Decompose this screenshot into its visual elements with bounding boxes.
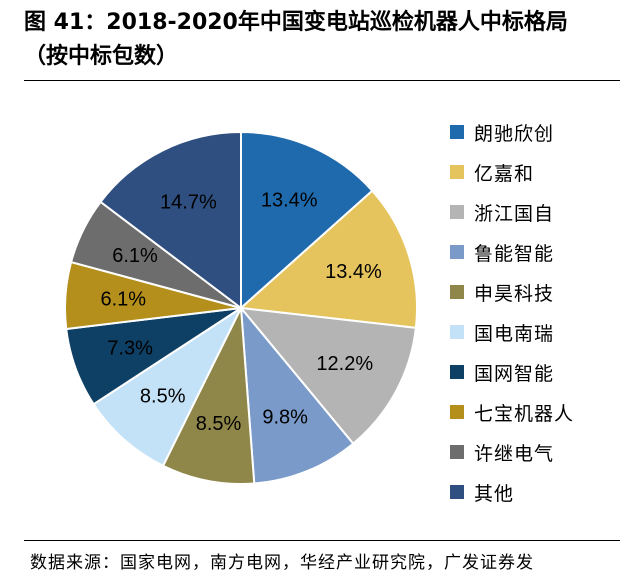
pie-slice (92, 305, 244, 468)
legend-swatch (450, 445, 464, 459)
pie-slice-label: 13.4% (325, 261, 382, 283)
chart-title: 图 41：2018-2020年中国变电站巡检机器人中标格局 （按中标包数） (24, 6, 624, 74)
pie-slice-label: 14.7% (160, 191, 217, 213)
legend-item: 鲁能智能 (450, 232, 625, 272)
legend-item: 朗驰欣创 (450, 112, 625, 152)
source-note: 数据来源：国家电网，南方电网，华经产业研究院，广发证券发 (30, 553, 534, 573)
pie-chart: 13.4% 13.4% 12.2% 9.8% 8.5% 8.5% 7.3% 6.1% 6.1% 1… (64, 130, 418, 485)
legend-item: 国电南瑞 (450, 312, 625, 352)
pie-slice (238, 306, 417, 446)
pie-slice-label: 8.5% (196, 413, 242, 435)
pie-slice (99, 130, 242, 311)
legend-label: 国电南瑞 (474, 322, 555, 345)
legend-swatch (450, 405, 464, 419)
pie-slice (239, 304, 355, 485)
legend-label: 朗驰欣创 (474, 122, 555, 145)
legend-label: 亿嘉和 (474, 162, 535, 185)
legend-swatch (450, 485, 464, 499)
legend-item: 七宝机器人 (450, 392, 625, 432)
legend-label: 许继电气 (474, 442, 555, 465)
legend-item: 许继电气 (450, 432, 625, 472)
chart-title-line-1: 图 41：2018-2020年中国变电站巡检机器人中标格局 (24, 10, 568, 35)
chart-title-line-2: （按中标包数） (24, 44, 179, 69)
legend-swatch (450, 325, 464, 339)
pie-slice-label: 12.2% (316, 353, 373, 375)
pie-slice (240, 130, 374, 311)
legend-label: 鲁能智能 (474, 242, 555, 265)
legend-item: 亿嘉和 (450, 152, 625, 192)
pie-slice-label: 6.1% (101, 288, 147, 310)
legend-label: 七宝机器人 (474, 402, 575, 425)
pie-slice-label: 9.8% (262, 406, 308, 428)
title-divider (24, 80, 620, 81)
legend-item: 国网智能 (450, 352, 625, 392)
legend-item: 其他 (450, 472, 625, 512)
chart-legend: 朗驰欣创亿嘉和浙江国自鲁能智能申昊科技国电南瑞国网智能七宝机器人许继电气其他 (450, 112, 625, 512)
legend-label: 申昊科技 (474, 282, 555, 305)
legend-item: 浙江国自 (450, 192, 625, 232)
legend-swatch (450, 365, 464, 379)
legend-swatch (450, 245, 464, 259)
legend-swatch (450, 165, 464, 179)
legend-label: 其他 (474, 482, 515, 505)
pie-slice-label: 13.4% (261, 189, 318, 211)
pie-slice (161, 304, 256, 485)
pie-slice-label: 8.5% (140, 385, 186, 407)
pie-slice (238, 189, 418, 329)
legend-label: 浙江国自 (474, 202, 555, 225)
legend-label: 国网智能 (474, 362, 555, 385)
pie-slice-label: 7.3% (107, 337, 153, 359)
legend-item: 申昊科技 (450, 272, 625, 312)
source-divider (24, 540, 620, 541)
pie-slice-label: 6.1% (112, 245, 158, 267)
legend-swatch (450, 285, 464, 299)
legend-swatch (450, 125, 464, 139)
legend-swatch (450, 205, 464, 219)
